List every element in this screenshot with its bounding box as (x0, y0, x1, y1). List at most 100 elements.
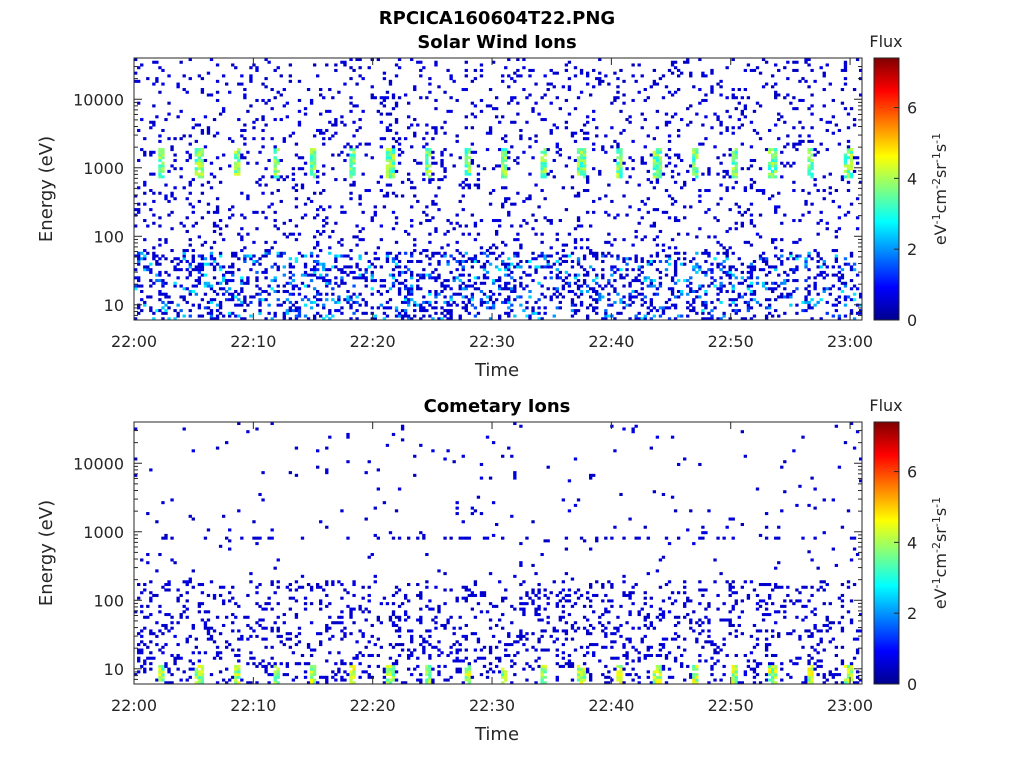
heatmap-cell (152, 60, 156, 64)
heatmap-cell (149, 629, 153, 633)
heatmap-cell (261, 471, 265, 475)
heatmap-cell (188, 77, 192, 81)
heatmap-cell (358, 257, 362, 261)
heatmap-cell (513, 254, 517, 258)
heatmap-cell (134, 194, 138, 198)
heatmap-cell (270, 583, 274, 587)
heatmap-cell (288, 471, 293, 475)
heatmap-cell (228, 164, 232, 168)
heatmap-cell (279, 74, 283, 78)
heatmap-cell (504, 673, 508, 677)
heatmap-cell (388, 167, 393, 171)
heatmap-cell (246, 232, 250, 236)
heatmap-cell (491, 219, 496, 223)
heatmap-cell (237, 675, 241, 679)
heatmap-cell (431, 137, 435, 141)
heatmap-cell (652, 79, 657, 83)
heatmap-cell (328, 205, 332, 209)
heatmap-cell (473, 659, 478, 663)
heatmap-cell (419, 618, 423, 622)
heatmap-cell (525, 648, 529, 652)
heatmap-cell (149, 599, 153, 603)
heatmap-cell (234, 653, 238, 658)
heatmap-cell (255, 536, 259, 540)
heatmap-cell (664, 112, 669, 116)
heatmap-cell (152, 281, 156, 285)
heatmap-cell (413, 134, 417, 138)
heatmap-cell (282, 232, 286, 236)
heatmap-cell (197, 74, 202, 78)
heatmap-cell (267, 662, 271, 666)
heatmap-cell (467, 678, 471, 682)
heatmap-cell (312, 148, 317, 152)
heatmap-cell (498, 659, 502, 663)
heatmap-cell (188, 634, 192, 638)
heatmap-cell (473, 632, 478, 636)
heatmap-cell (652, 137, 657, 141)
heatmap-cell (634, 289, 638, 294)
heatmap-cell (613, 158, 617, 163)
heatmap-cell (349, 675, 353, 679)
heatmap-cell (385, 667, 390, 671)
heatmap-cell (346, 591, 350, 595)
heatmap-cell (352, 276, 356, 280)
heatmap-cell (419, 221, 423, 225)
heatmap-cell (576, 96, 581, 100)
heatmap-cell (388, 531, 393, 535)
heatmap-cell (704, 249, 708, 253)
heatmap-cell (777, 314, 781, 318)
heatmap-cell (579, 164, 584, 168)
heatmap-cell (522, 610, 526, 614)
heatmap-cell (231, 213, 235, 217)
heatmap-cell (686, 284, 690, 288)
heatmap-cell (322, 172, 326, 176)
heatmap-cell (325, 284, 329, 288)
heatmap-cell (273, 662, 277, 666)
heatmap-cell (188, 183, 192, 187)
heatmap-cell (749, 268, 754, 272)
heatmap-cell (537, 637, 541, 641)
heatmap-cell (161, 675, 165, 679)
heatmap-cell (328, 602, 332, 606)
y-tick-label: 100 (93, 227, 124, 246)
heatmap-cell (519, 295, 523, 299)
heatmap-cell (191, 623, 195, 627)
heatmap-cell (173, 281, 177, 285)
heatmap-cell (270, 645, 274, 649)
heatmap-cell (619, 158, 623, 163)
heatmap-cell (731, 126, 735, 130)
heatmap-cell (516, 112, 520, 116)
heatmap-cell (225, 82, 229, 86)
heatmap-cell (379, 120, 384, 124)
heatmap-cell (482, 656, 487, 660)
heatmap-cell (786, 292, 790, 296)
heatmap-cell (673, 281, 678, 285)
heatmap-cell (346, 673, 350, 677)
heatmap-cell (846, 180, 851, 184)
heatmap-cell (786, 134, 790, 138)
heatmap-cell (734, 164, 738, 168)
heatmap-cell (752, 314, 757, 318)
heatmap-cell (349, 265, 353, 269)
heatmap-cell (473, 104, 478, 108)
heatmap-cell (264, 637, 268, 641)
heatmap-cell (382, 317, 387, 321)
heatmap-cell (601, 645, 605, 649)
heatmap-cell (655, 167, 660, 171)
heatmap-cell (470, 593, 475, 597)
heatmap-cell (467, 311, 471, 315)
heatmap-cell (155, 569, 159, 573)
heatmap-cell (473, 77, 478, 81)
heatmap-cell (276, 169, 280, 173)
heatmap-cell (458, 259, 462, 263)
heatmap-cell (422, 249, 426, 253)
heatmap-cell (237, 314, 241, 318)
heatmap-cell (322, 224, 326, 228)
heatmap-cell (288, 607, 293, 611)
heatmap-cell (573, 240, 578, 244)
heatmap-cell (243, 300, 247, 304)
heatmap-cell (619, 667, 623, 671)
heatmap-cell (164, 613, 168, 617)
heatmap-cell (734, 161, 738, 165)
heatmap-cell (243, 295, 247, 299)
